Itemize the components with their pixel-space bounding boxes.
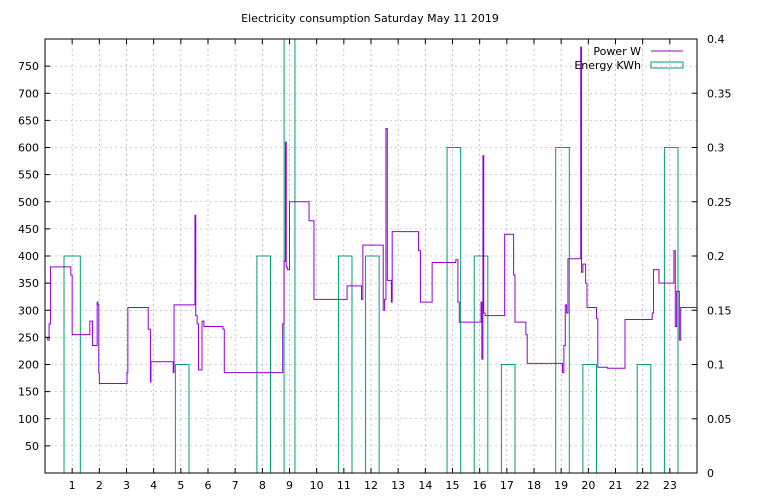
y-tick-label: 600 xyxy=(18,142,39,155)
y2-tick-label: 0.2 xyxy=(707,250,725,263)
energy-box xyxy=(365,255,380,473)
y2-tick-label: 0.05 xyxy=(707,413,732,426)
x-tick-label: 5 xyxy=(177,479,184,492)
legend: Power W Energy KWh xyxy=(574,45,684,72)
power-line xyxy=(45,46,697,384)
y-tick-label: 100 xyxy=(18,413,39,426)
x-tick-label: 16 xyxy=(473,479,487,492)
y2-tick-label: 0 xyxy=(707,467,714,480)
energy-box xyxy=(636,364,652,473)
x-tick-label: 7 xyxy=(232,479,239,492)
energy-box xyxy=(446,147,462,473)
x-tick-label: 14 xyxy=(418,479,432,492)
y-tick-label: 300 xyxy=(18,304,39,317)
x-tick-label: 2 xyxy=(96,479,103,492)
x-tick-label: 18 xyxy=(527,479,541,492)
energy-box xyxy=(500,364,516,473)
x-tick-label: 21 xyxy=(609,479,623,492)
x-tick-label: 23 xyxy=(663,479,677,492)
energy-box xyxy=(663,147,679,473)
energy-box xyxy=(63,255,81,473)
y2-tick-label: 0.3 xyxy=(707,142,725,155)
chart-title: Electricity consumption Saturday May 11 … xyxy=(241,12,499,25)
y-tick-label: 50 xyxy=(25,440,39,453)
energy-box xyxy=(555,147,570,473)
x-tick-label: 22 xyxy=(636,479,650,492)
y-tick-label: 650 xyxy=(18,114,39,127)
legend-power-label: Power W xyxy=(593,45,641,58)
grid xyxy=(45,39,697,473)
y-tick-label: 200 xyxy=(18,359,39,372)
energy-box xyxy=(582,364,597,473)
x-tick-label: 12 xyxy=(364,479,378,492)
energy-series xyxy=(63,38,679,473)
y2-tick-label: 0.1 xyxy=(707,359,725,372)
x-tick-label: 9 xyxy=(286,479,293,492)
y-tick-label: 700 xyxy=(18,87,39,100)
x-tick-label: 15 xyxy=(446,479,460,492)
y2-tick-label: 0.25 xyxy=(707,196,732,209)
x-tick-label: 13 xyxy=(391,479,405,492)
y-tick-label: 250 xyxy=(18,331,39,344)
x-tick-label: 3 xyxy=(123,479,130,492)
x-tick-label: 17 xyxy=(500,479,514,492)
x-tick-label: 19 xyxy=(554,479,568,492)
ticks: 1 2 3 4 5 6 7 8 9 10 11 12 13 14 15 16 17 18 19 20 21 22 23501… xyxy=(18,33,732,492)
x-tick-label: 20 xyxy=(581,479,595,492)
energy-box xyxy=(174,364,190,473)
y-tick-label: 750 xyxy=(18,60,39,73)
legend-energy-label: Energy KWh xyxy=(574,59,641,72)
energy-box xyxy=(337,255,353,473)
y2-tick-label: 0.15 xyxy=(707,304,732,317)
energy-box xyxy=(473,255,489,473)
x-tick-label: 1 xyxy=(69,479,76,492)
x-tick-label: 10 xyxy=(310,479,324,492)
energy-box xyxy=(256,255,271,473)
y-tick-label: 400 xyxy=(18,250,39,263)
x-tick-label: 4 xyxy=(150,479,157,492)
x-tick-label: 11 xyxy=(337,479,351,492)
y2-tick-label: 0.35 xyxy=(707,87,732,100)
x-tick-label: 8 xyxy=(259,479,266,492)
power-series xyxy=(45,46,697,384)
y2-tick-label: 0.4 xyxy=(707,33,725,46)
y-tick-label: 150 xyxy=(18,386,39,399)
y-tick-label: 450 xyxy=(18,223,39,236)
y-tick-label: 500 xyxy=(18,196,39,209)
y-tick-label: 550 xyxy=(18,169,39,182)
legend-energy-swatch xyxy=(650,61,684,69)
x-tick-label: 6 xyxy=(205,479,212,492)
y-tick-label: 350 xyxy=(18,277,39,290)
